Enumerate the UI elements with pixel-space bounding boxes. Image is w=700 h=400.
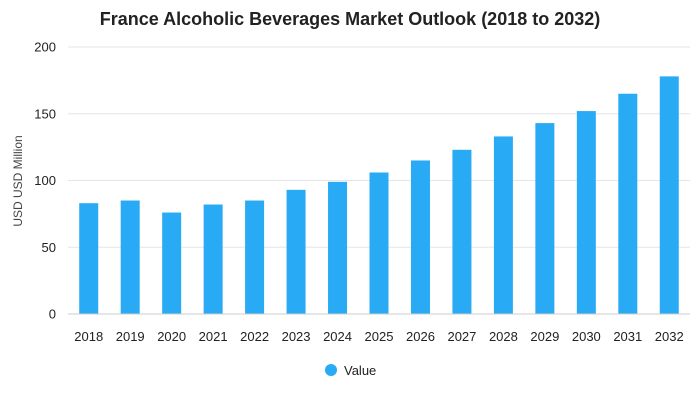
x-tick-label: 2031 [613,329,642,344]
y-axis-ticks: 0 50 100 150 200 [34,40,56,322]
legend[interactable]: Value [325,363,376,378]
bar-2031[interactable] [618,93,638,314]
x-axis-ticks: 2018 2019 2020 2021 2022 2023 2024 2025 2026 2027… [74,329,683,344]
bar-2029[interactable] [535,123,555,314]
legend-label: Value [344,363,376,378]
bar-2021[interactable] [203,204,223,314]
bar-2025[interactable] [369,172,389,314]
y-tick-label: 0 [49,307,56,322]
x-tick-label: 2025 [365,329,394,344]
y-axis-label: USD USD Million [11,135,25,226]
y-tick-label: 200 [34,40,56,55]
legend-marker [325,364,337,376]
x-tick-label: 2024 [323,329,352,344]
x-tick-label: 2022 [240,329,269,344]
chart-title: France Alcoholic Beverages Market Outloo… [100,9,601,29]
x-tick-label: 2026 [406,329,435,344]
bar-2020[interactable] [162,212,182,314]
bar-2030[interactable] [576,111,596,314]
bar-2032[interactable] [659,76,679,315]
x-tick-label: 2030 [572,329,601,344]
y-tick-label: 100 [34,173,56,188]
x-tick-label: 2023 [282,329,311,344]
x-tick-label: 2021 [199,329,228,344]
bar-2027[interactable] [452,149,472,314]
bar-2024[interactable] [328,181,348,314]
bar-2022[interactable] [245,200,265,314]
bar-2018[interactable] [79,203,99,314]
bar-2026[interactable] [410,160,430,314]
x-tick-label: 2032 [655,329,684,344]
x-tick-label: 2029 [530,329,559,344]
bar-2023[interactable] [286,189,306,314]
x-tick-label: 2018 [74,329,103,344]
x-tick-label: 2020 [157,329,186,344]
y-tick-label: 150 [34,106,56,121]
x-tick-label: 2027 [447,329,476,344]
bars [79,76,679,315]
x-tick-label: 2019 [116,329,145,344]
bar-2028[interactable] [493,136,513,314]
bar-2019[interactable] [120,200,140,314]
x-tick-label: 2028 [489,329,518,344]
y-tick-label: 50 [42,240,56,255]
